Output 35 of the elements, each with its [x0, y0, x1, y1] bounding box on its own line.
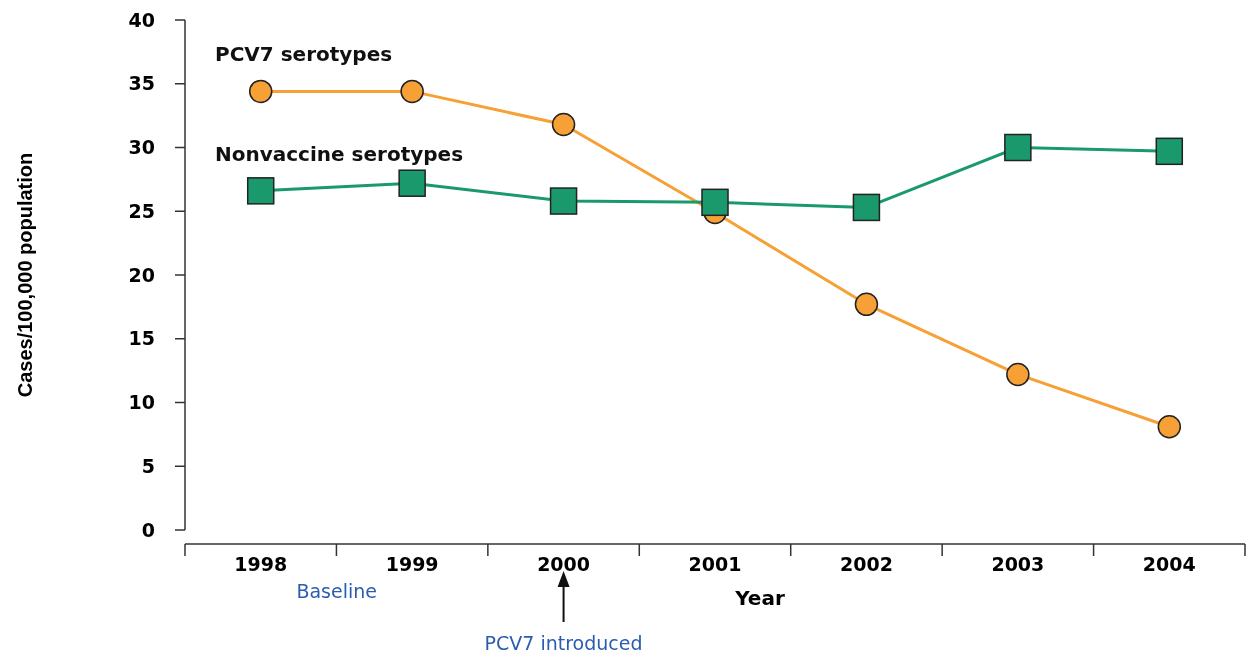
x-tick-label: 1999 — [385, 552, 439, 575]
point — [1004, 133, 1032, 162]
point — [701, 188, 729, 217]
point — [246, 177, 275, 205]
point — [1155, 137, 1184, 166]
text: Baseline — [296, 580, 377, 602]
y-tick-label: 40 — [128, 8, 155, 31]
y-tick-label: 25 — [128, 199, 155, 222]
point — [400, 79, 424, 104]
y-tick-label: 35 — [128, 72, 155, 95]
x-tick-label: 1998 — [234, 552, 288, 575]
point — [398, 169, 426, 197]
point — [1157, 414, 1182, 439]
x-tick-label: 2003 — [991, 552, 1045, 575]
y-tick-label: 20 — [128, 263, 155, 286]
y-tick-label: 5 — [141, 454, 155, 477]
y-axis-title: Cases/100,000 population — [14, 152, 36, 398]
point — [1006, 362, 1030, 387]
x-tick-label: 2000 — [537, 552, 591, 575]
series-label: Nonvaccine serotypes — [215, 141, 464, 166]
series-label: PCV7 serotypes — [215, 42, 393, 67]
y-tick-label: 0 — [141, 518, 155, 541]
x-tick-label: 2002 — [839, 552, 893, 575]
text: PCV7 introduced — [484, 632, 643, 654]
point — [551, 112, 576, 137]
x-axis-title: Year — [734, 586, 785, 610]
x-tick-label: 2001 — [688, 552, 742, 575]
point — [549, 187, 578, 215]
y-tick-label: 15 — [128, 327, 155, 350]
point — [854, 292, 879, 317]
point — [248, 79, 273, 104]
point — [852, 193, 881, 222]
y-tick-label: 10 — [128, 391, 155, 414]
y-tick-label: 30 — [128, 136, 155, 159]
x-tick-label: 2004 — [1142, 552, 1196, 575]
